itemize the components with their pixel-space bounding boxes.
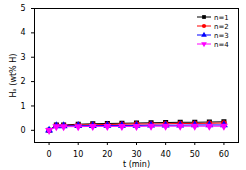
svg-text:4: 4 [20, 28, 25, 37]
svg-text:n=4: n=4 [214, 41, 229, 49]
svg-text:20: 20 [102, 150, 112, 159]
svg-text:10: 10 [73, 150, 83, 159]
svg-text:40: 40 [161, 150, 171, 159]
svg-text:2: 2 [20, 77, 25, 86]
svg-text:0: 0 [20, 126, 25, 135]
svg-text:n=3: n=3 [214, 32, 229, 40]
svg-text:Hₐ (wt% H): Hₐ (wt% H) [9, 54, 18, 98]
svg-text:n=1: n=1 [214, 14, 229, 22]
svg-text:0: 0 [47, 150, 52, 159]
svg-text:n=2: n=2 [214, 23, 229, 31]
svg-text:t (min): t (min) [123, 160, 150, 169]
svg-text:30: 30 [131, 150, 141, 159]
svg-text:50: 50 [190, 150, 200, 159]
svg-text:60: 60 [219, 150, 229, 159]
svg-text:1: 1 [20, 102, 25, 111]
svg-text:3: 3 [20, 53, 25, 62]
svg-text:5: 5 [20, 4, 25, 13]
